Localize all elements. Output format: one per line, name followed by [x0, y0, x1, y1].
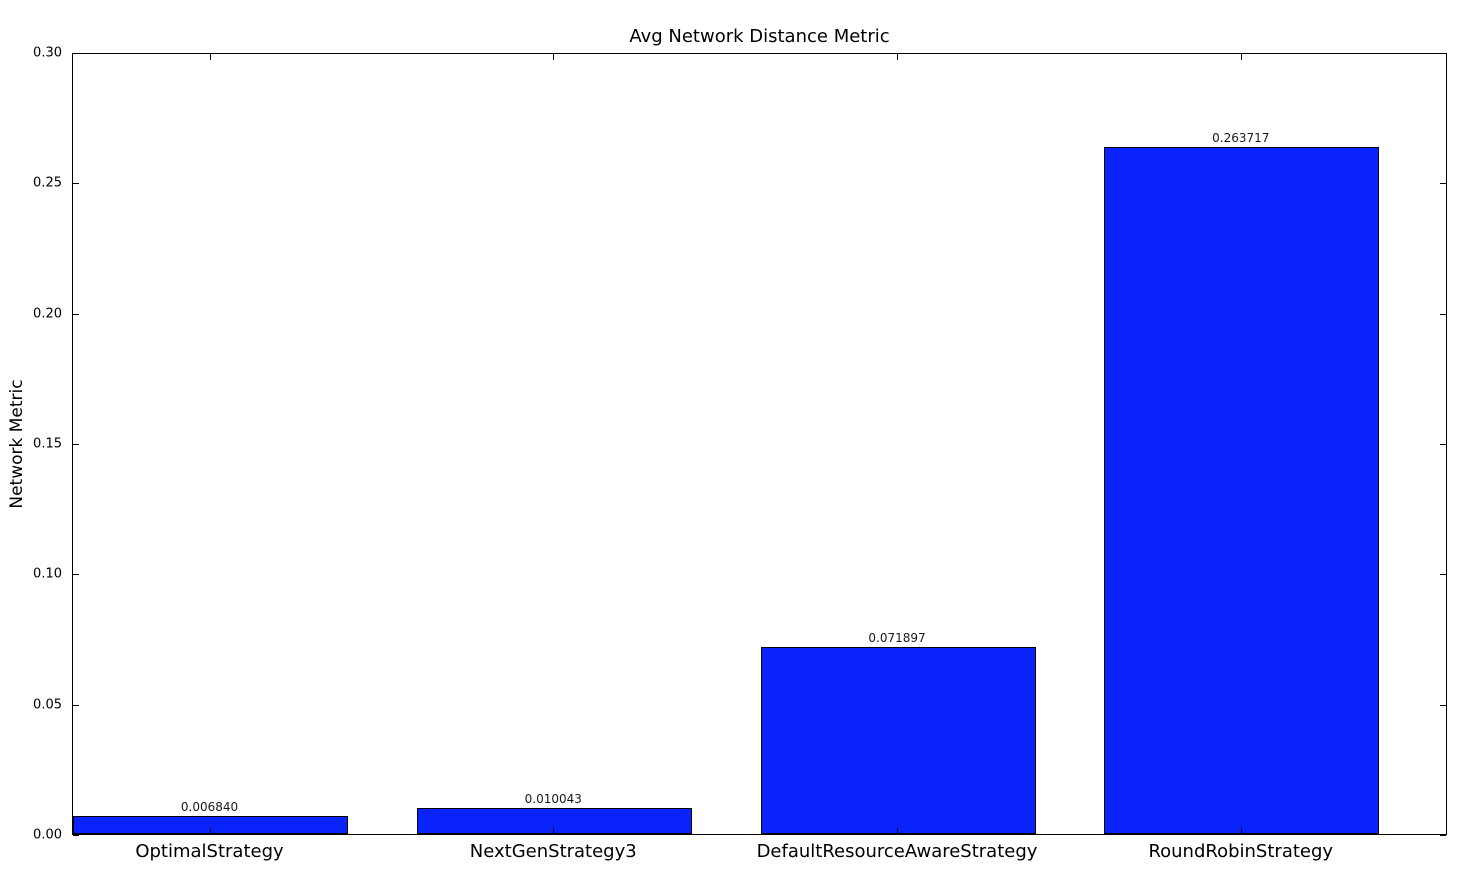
- x-tick-bottom: [897, 828, 898, 834]
- y-tick-right: [1440, 574, 1446, 576]
- bar: [73, 816, 348, 834]
- x-tick-label: NextGenStrategy3: [469, 841, 637, 862]
- y-tick-right: [1440, 835, 1446, 836]
- y-tick-left: [73, 313, 79, 315]
- y-tick-right: [1440, 704, 1446, 706]
- x-tick-top: [1240, 54, 1242, 60]
- chart-title: Avg Network Distance Metric: [629, 26, 890, 47]
- y-tick-label: 0.05: [33, 697, 62, 713]
- y-tick-label: 0.00: [33, 827, 62, 843]
- x-tick-bottom: [1240, 828, 1242, 834]
- y-tick-right: [1440, 444, 1446, 445]
- x-tick-bottom: [553, 828, 555, 834]
- x-tick-label: OptimalStrategy: [135, 841, 284, 862]
- plot-area: [72, 53, 1447, 836]
- bar-value-label: 0.263717: [1212, 130, 1270, 145]
- y-tick-label: 0.30: [33, 45, 62, 61]
- bar-value-label: 0.010043: [524, 791, 582, 806]
- x-tick-label: DefaultResourceAwareStrategy: [756, 841, 1038, 862]
- x-tick-bottom: [209, 828, 211, 834]
- x-tick-top: [209, 54, 211, 60]
- y-tick-right: [1440, 313, 1446, 315]
- y-tick-left: [73, 53, 79, 54]
- y-tick-left: [73, 574, 79, 576]
- bar: [1104, 146, 1380, 834]
- y-tick-right: [1440, 183, 1446, 185]
- x-tick-label: RoundRobinStrategy: [1148, 841, 1334, 862]
- y-tick-left: [73, 183, 79, 185]
- y-tick-left: [73, 704, 79, 706]
- x-tick-top: [897, 54, 898, 60]
- y-tick-label: 0.10: [33, 566, 62, 582]
- y-tick-label: 0.25: [33, 175, 62, 191]
- y-tick-label: 0.15: [33, 436, 62, 452]
- bar-value-label: 0.006840: [180, 800, 239, 815]
- x-tick-top: [553, 54, 555, 60]
- y-tick-right: [1440, 53, 1446, 54]
- bar: [760, 646, 1036, 834]
- bar: [416, 807, 692, 834]
- y-tick-label: 0.20: [33, 306, 62, 322]
- bar-value-label: 0.071897: [868, 630, 926, 645]
- y-tick-left: [73, 444, 79, 445]
- y-tick-left: [73, 835, 79, 836]
